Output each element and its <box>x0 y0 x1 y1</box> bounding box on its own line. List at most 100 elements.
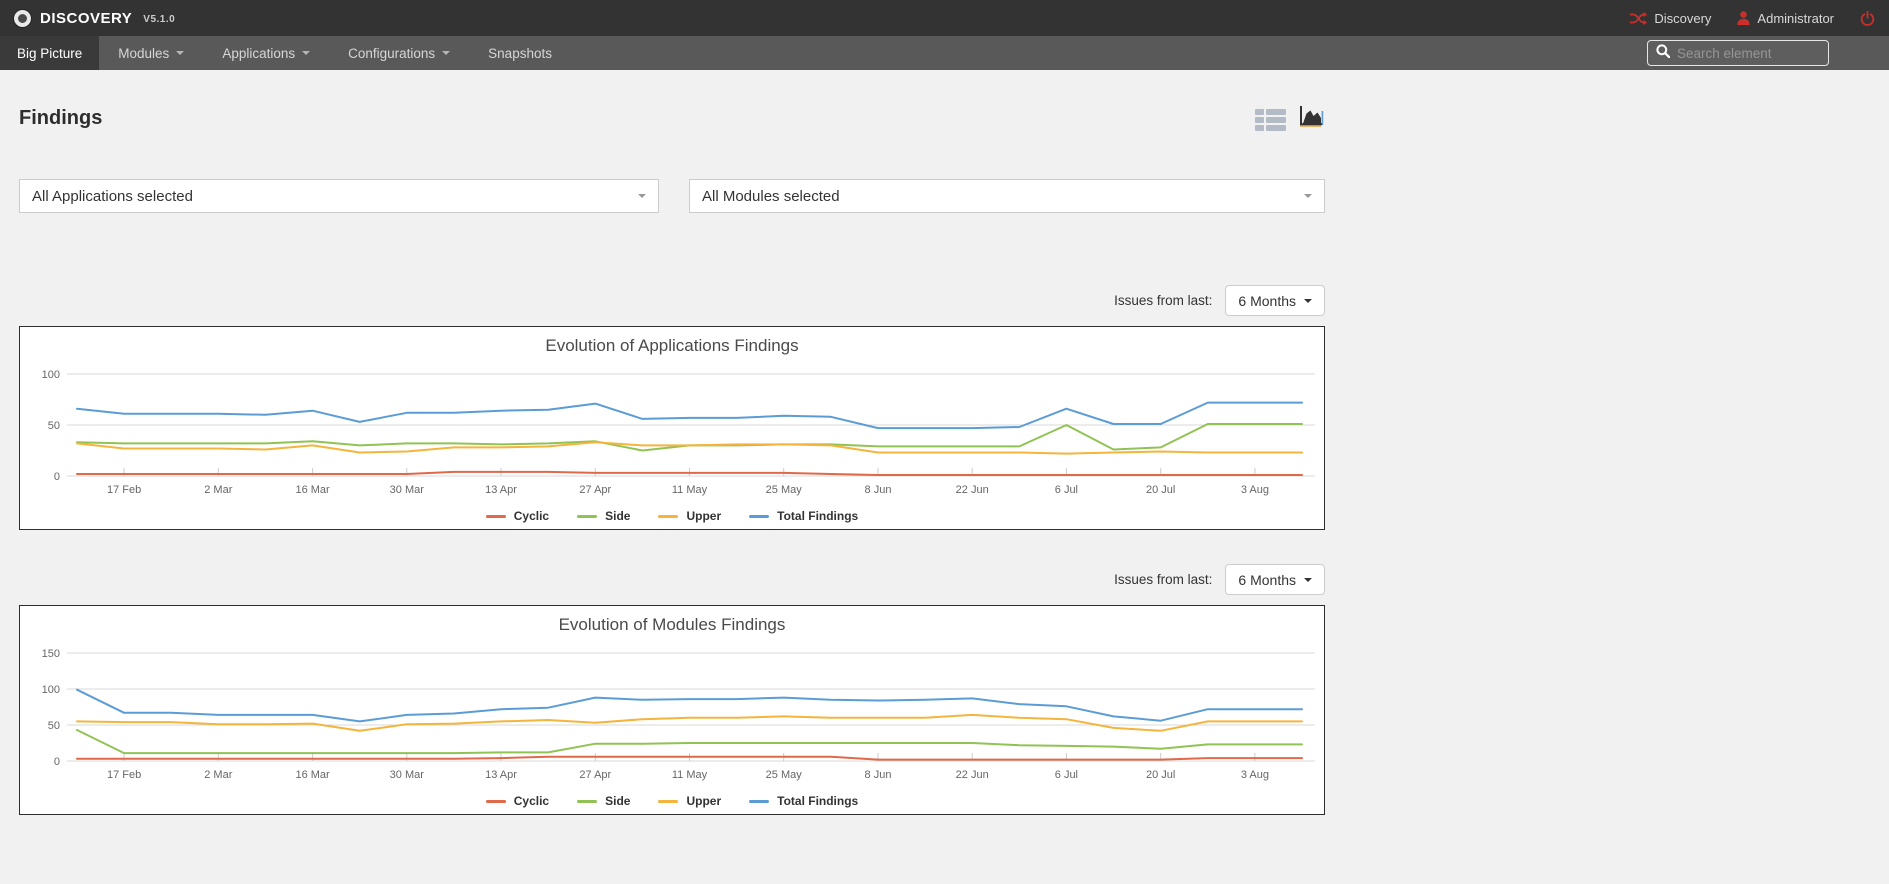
svg-text:150: 150 <box>42 648 60 660</box>
chart-title: Evolution of Applications Findings <box>545 336 799 355</box>
nav-label: Modules <box>118 45 170 61</box>
svg-text:0: 0 <box>54 756 60 768</box>
discovery-link[interactable]: Discovery <box>1630 11 1711 26</box>
svg-text:11 May: 11 May <box>672 769 708 781</box>
svg-text:16 Mar: 16 Mar <box>295 769 330 781</box>
power-icon[interactable] <box>1860 10 1875 26</box>
header-actions: Discovery Administrator <box>1630 10 1875 26</box>
nav-item-snapshots[interactable]: Snapshots <box>469 36 571 70</box>
legend-item[interactable]: Side <box>577 794 630 808</box>
svg-text:22 Jun: 22 Jun <box>956 769 989 781</box>
shuffle-icon <box>1630 11 1648 25</box>
issues-period-button[interactable]: 6 Months <box>1225 564 1325 595</box>
page-title: Findings <box>19 107 103 129</box>
svg-text:17 Feb: 17 Feb <box>107 484 141 496</box>
brand-name: DISCOVERY <box>40 9 133 27</box>
modules-findings-chart: 0 50 100 150 17 Feb 2 Mar 16 Mar 30 Mar 13 Apr 27… <box>20 639 1324 808</box>
search-icon <box>1656 43 1671 63</box>
svg-text:13 Apr: 13 Apr <box>485 769 517 781</box>
caret-down-icon <box>638 194 646 198</box>
svg-text:2 Mar: 2 Mar <box>204 769 232 781</box>
svg-text:6 Jul: 6 Jul <box>1055 769 1078 781</box>
applications-filter-value: All Applications selected <box>32 187 193 205</box>
svg-text:3 Aug: 3 Aug <box>1241 484 1269 496</box>
issues-period-value: 6 Months <box>1238 292 1296 309</box>
chart-title: Evolution of Modules Findings <box>558 615 786 634</box>
chart-view-icon[interactable] <box>1297 104 1325 133</box>
legend-swatch-icon <box>749 799 770 803</box>
legend-swatch-icon <box>485 514 506 518</box>
issues-period-value: 6 Months <box>1238 571 1296 588</box>
issues-from-label: Issues from last: <box>1114 293 1213 308</box>
user-menu[interactable]: Administrator <box>1737 11 1834 26</box>
svg-text:20 Jul: 20 Jul <box>1146 769 1175 781</box>
legend-swatch-icon <box>658 799 679 803</box>
svg-text:13 Apr: 13 Apr <box>485 484 517 496</box>
legend-swatch-icon <box>749 514 770 518</box>
legend-label: Side <box>605 509 631 523</box>
caret-down-icon <box>302 51 311 55</box>
modules-filter-value: All Modules selected <box>702 187 840 205</box>
view-toggles <box>1253 104 1325 133</box>
line-chart-svg: 0 50 100 17 Feb 2 Mar 16 Mar 30 Mar 13 Apr 27 Ap… <box>42 369 1315 496</box>
chart-legend: Cyclic Side Upper Total Findings <box>20 509 1324 523</box>
brand-version: V5.1.0 <box>143 14 176 25</box>
modules-filter-select[interactable]: All Modules selected <box>689 179 1325 213</box>
legend-item[interactable]: Total Findings <box>749 794 858 808</box>
svg-text:11 May: 11 May <box>672 484 708 496</box>
search-input[interactable] <box>1677 45 1807 61</box>
svg-text:16 Mar: 16 Mar <box>295 484 330 496</box>
legend-label: Upper <box>686 794 722 808</box>
svg-text:50: 50 <box>48 420 60 432</box>
legend-item[interactable]: Side <box>577 509 630 523</box>
line-chart-svg: 0 50 100 150 17 Feb 2 Mar 16 Mar 30 Mar 13 Apr 27… <box>42 648 1315 781</box>
legend-swatch-icon <box>658 514 679 518</box>
applications-findings-chart: 0 50 100 17 Feb 2 Mar 16 Mar 30 Mar 13 Apr 27 Ap… <box>20 360 1324 523</box>
issues-from-row: Issues from last: 6 Months <box>19 564 1325 595</box>
legend-item[interactable]: Upper <box>658 794 721 808</box>
applications-filter-select[interactable]: All Applications selected <box>19 179 659 213</box>
svg-text:27 Apr: 27 Apr <box>579 484 611 496</box>
main-nav: Big Picture Modules Applications Configu… <box>0 36 1889 70</box>
svg-text:100: 100 <box>42 684 60 696</box>
nav-label: Snapshots <box>488 45 552 61</box>
nav-item-modules[interactable]: Modules <box>99 36 203 70</box>
page-head: Findings <box>19 104 1325 133</box>
legend-label: Side <box>605 794 631 808</box>
legend-item[interactable]: Upper <box>658 509 721 523</box>
svg-text:17 Feb: 17 Feb <box>107 769 141 781</box>
svg-text:8 Jun: 8 Jun <box>865 484 892 496</box>
legend-item[interactable]: Cyclic <box>485 794 549 808</box>
issues-period-button[interactable]: 6 Months <box>1225 285 1325 316</box>
nav-item-big-picture[interactable]: Big Picture <box>0 36 100 70</box>
filters: All Applications selected All Modules se… <box>19 179 1344 213</box>
svg-text:30 Mar: 30 Mar <box>390 769 425 781</box>
svg-text:0: 0 <box>54 471 60 483</box>
legend-label: Cyclic <box>513 509 550 523</box>
svg-text:30 Mar: 30 Mar <box>390 484 425 496</box>
modules-findings-panel: Evolution of Modules Findings 0 50 100 150 1… <box>19 605 1325 815</box>
user-icon <box>1737 11 1751 25</box>
nav-label: Big Picture <box>17 45 83 61</box>
legend-item[interactable]: Cyclic <box>485 509 550 523</box>
nav-label: Configurations <box>348 45 436 61</box>
svg-text:50: 50 <box>48 720 60 732</box>
legend-swatch-icon <box>577 799 598 803</box>
search-box[interactable] <box>1647 40 1829 66</box>
app-logo-icon <box>14 9 31 27</box>
nav-label: Applications <box>222 45 296 61</box>
caret-down-icon <box>1304 298 1312 303</box>
svg-text:3 Aug: 3 Aug <box>1241 769 1269 781</box>
caret-down-icon <box>1304 577 1312 582</box>
legend-item[interactable]: Total Findings <box>749 509 858 523</box>
svg-text:2 Mar: 2 Mar <box>204 484 232 496</box>
issues-from-label: Issues from last: <box>1114 572 1213 587</box>
legend-swatch-icon <box>485 799 506 803</box>
svg-text:25 May: 25 May <box>766 484 803 496</box>
discovery-link-label: Discovery <box>1654 10 1712 26</box>
nav-item-configurations[interactable]: Configurations <box>329 36 469 70</box>
table-view-icon[interactable] <box>1253 107 1288 133</box>
top-header: DISCOVERY V5.1.0 Discovery <box>0 0 1889 36</box>
nav-item-applications[interactable]: Applications <box>203 36 329 70</box>
applications-findings-panel: Evolution of Applications Findings 0 50 10… <box>19 326 1325 530</box>
